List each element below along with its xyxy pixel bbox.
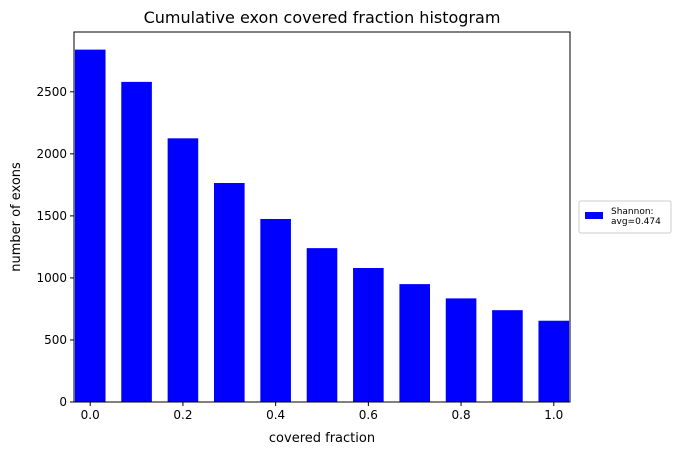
y-tick-label: 2000 bbox=[36, 147, 67, 161]
bar-2 bbox=[167, 138, 199, 403]
legend-swatch bbox=[585, 212, 603, 219]
legend-label-line-1: Shannon: bbox=[611, 207, 654, 217]
bar-0 bbox=[74, 49, 106, 402]
x-tick-label: 0.4 bbox=[266, 408, 285, 422]
plot-frame bbox=[73, 31, 571, 403]
x-tick-label: 1.0 bbox=[544, 408, 563, 422]
bar-10 bbox=[538, 320, 570, 402]
bar-1 bbox=[121, 81, 152, 402]
y-tick-label: 500 bbox=[44, 333, 67, 347]
plot-bars bbox=[74, 49, 570, 403]
bar-8 bbox=[445, 298, 477, 402]
legend-box bbox=[578, 200, 672, 234]
x-tick-label: 0.6 bbox=[359, 408, 378, 422]
bar-7 bbox=[399, 284, 431, 402]
x-tick-label: 0.2 bbox=[173, 408, 192, 422]
x-tick-label: 0.8 bbox=[452, 408, 471, 422]
bar-6 bbox=[353, 267, 384, 402]
bar-4 bbox=[260, 218, 291, 402]
y-axis-label: number of exons bbox=[9, 162, 24, 272]
x-axis: 0.0 0.2 0.4 0.6 0.8 1.0 bbox=[81, 402, 563, 422]
bar-9 bbox=[492, 310, 523, 402]
bar-5 bbox=[306, 248, 338, 402]
y-axis: 0 500 1000 1500 2000 2500 bbox=[36, 85, 74, 409]
y-tick-label: 1000 bbox=[36, 271, 67, 285]
legend-label-line-2: avg=0.474 bbox=[611, 217, 661, 227]
chart-title: Cumulative exon covered fraction histogr… bbox=[144, 8, 501, 27]
y-tick-label: 0 bbox=[59, 395, 67, 409]
y-tick-label: 1500 bbox=[36, 209, 67, 223]
x-tick-label: 0.0 bbox=[81, 408, 100, 422]
legend-label: Shannon: avg=0.474 bbox=[611, 207, 661, 227]
legend: Shannon: avg=0.474 bbox=[578, 200, 672, 234]
bar-3 bbox=[213, 183, 245, 402]
y-tick-label: 2500 bbox=[36, 85, 67, 99]
x-axis-label: covered fraction bbox=[269, 431, 375, 446]
